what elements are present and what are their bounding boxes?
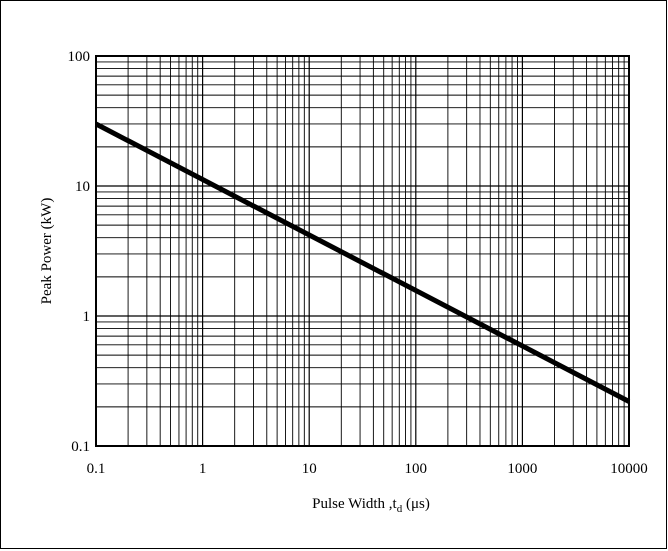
series-layer: [94, 121, 631, 404]
y-tick-labels: 0.1 1 10 100: [68, 49, 91, 455]
series-line: [94, 121, 631, 404]
x-tick-label: 1000: [507, 461, 537, 477]
grid: [95, 55, 630, 447]
x-tick-label: 10: [302, 461, 317, 477]
y-tick-label: 1: [83, 309, 91, 325]
y-axis-label: Peak Power (kW): [39, 198, 55, 305]
x-tick-label: 100: [405, 461, 428, 477]
x-tick-label: 1: [199, 461, 207, 477]
y-tick-label: 0.1: [71, 439, 90, 455]
x-tick-label: 10000: [610, 461, 648, 477]
plot-border: [95, 55, 630, 447]
y-tick-label: 100: [68, 49, 91, 65]
x-tick-labels: 0.1 1 10 100 1000 10000: [87, 461, 648, 477]
x-axis-label: Pulse Width ,td (μs): [312, 496, 430, 515]
x-tick-label: 0.1: [87, 461, 106, 477]
y-tick-label: 10: [75, 179, 90, 195]
